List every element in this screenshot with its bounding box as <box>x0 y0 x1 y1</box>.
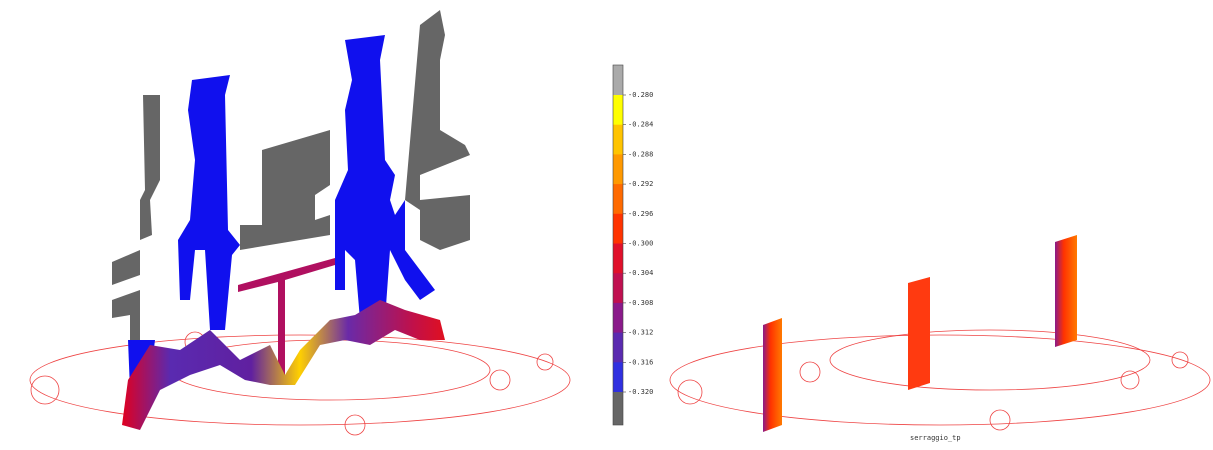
right-base-outline <box>670 330 1210 430</box>
colorbar-label: -0.316 <box>628 358 653 366</box>
colorbar-label: -0.280 <box>628 91 653 99</box>
colorbar-band <box>613 154 623 184</box>
colorbar-band <box>613 65 623 95</box>
colorbar-band <box>613 392 623 425</box>
left-base-outline <box>30 332 570 435</box>
caption: serraggio_tp <box>910 434 961 442</box>
colorbar-label: -0.320 <box>628 388 653 396</box>
colorbar-band <box>613 244 623 274</box>
column <box>908 277 930 390</box>
colorbar-label: -0.284 <box>628 121 653 129</box>
colorbar-band <box>613 125 623 155</box>
colorbar-label: -0.296 <box>628 210 653 218</box>
colorbar-label: -0.288 <box>628 150 653 158</box>
right-columns <box>763 235 1077 432</box>
colorbar-band <box>613 184 623 214</box>
colorbar-band <box>613 333 623 363</box>
colorbar-label: -0.312 <box>628 329 653 337</box>
fea-viewer: -0.280 -0.284 -0.288 -0.292 -0.296 -0.300 -0.3… <box>0 0 1213 450</box>
colorbar-band <box>613 303 623 333</box>
colorbar-band <box>613 273 623 303</box>
colorbar-label: -0.308 <box>628 299 653 307</box>
colorbar-label: -0.292 <box>628 180 653 188</box>
colorbar-band <box>613 95 623 125</box>
colorbar-band <box>613 214 623 244</box>
colorbar-band <box>613 362 623 392</box>
colorbar-label: -0.304 <box>628 269 653 277</box>
column <box>1055 235 1077 347</box>
colorbar: -0.280 -0.284 -0.288 -0.292 -0.296 -0.300 -0.3… <box>613 65 653 425</box>
column <box>763 318 782 432</box>
colorbar-label: -0.300 <box>628 240 653 248</box>
